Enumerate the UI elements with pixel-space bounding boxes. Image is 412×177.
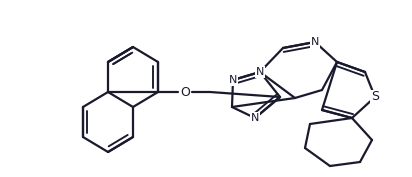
Text: N: N <box>229 75 237 85</box>
Text: O: O <box>180 85 190 98</box>
Text: N: N <box>251 113 259 123</box>
Text: N: N <box>311 37 319 47</box>
Text: S: S <box>371 90 379 104</box>
Text: N: N <box>256 67 264 77</box>
